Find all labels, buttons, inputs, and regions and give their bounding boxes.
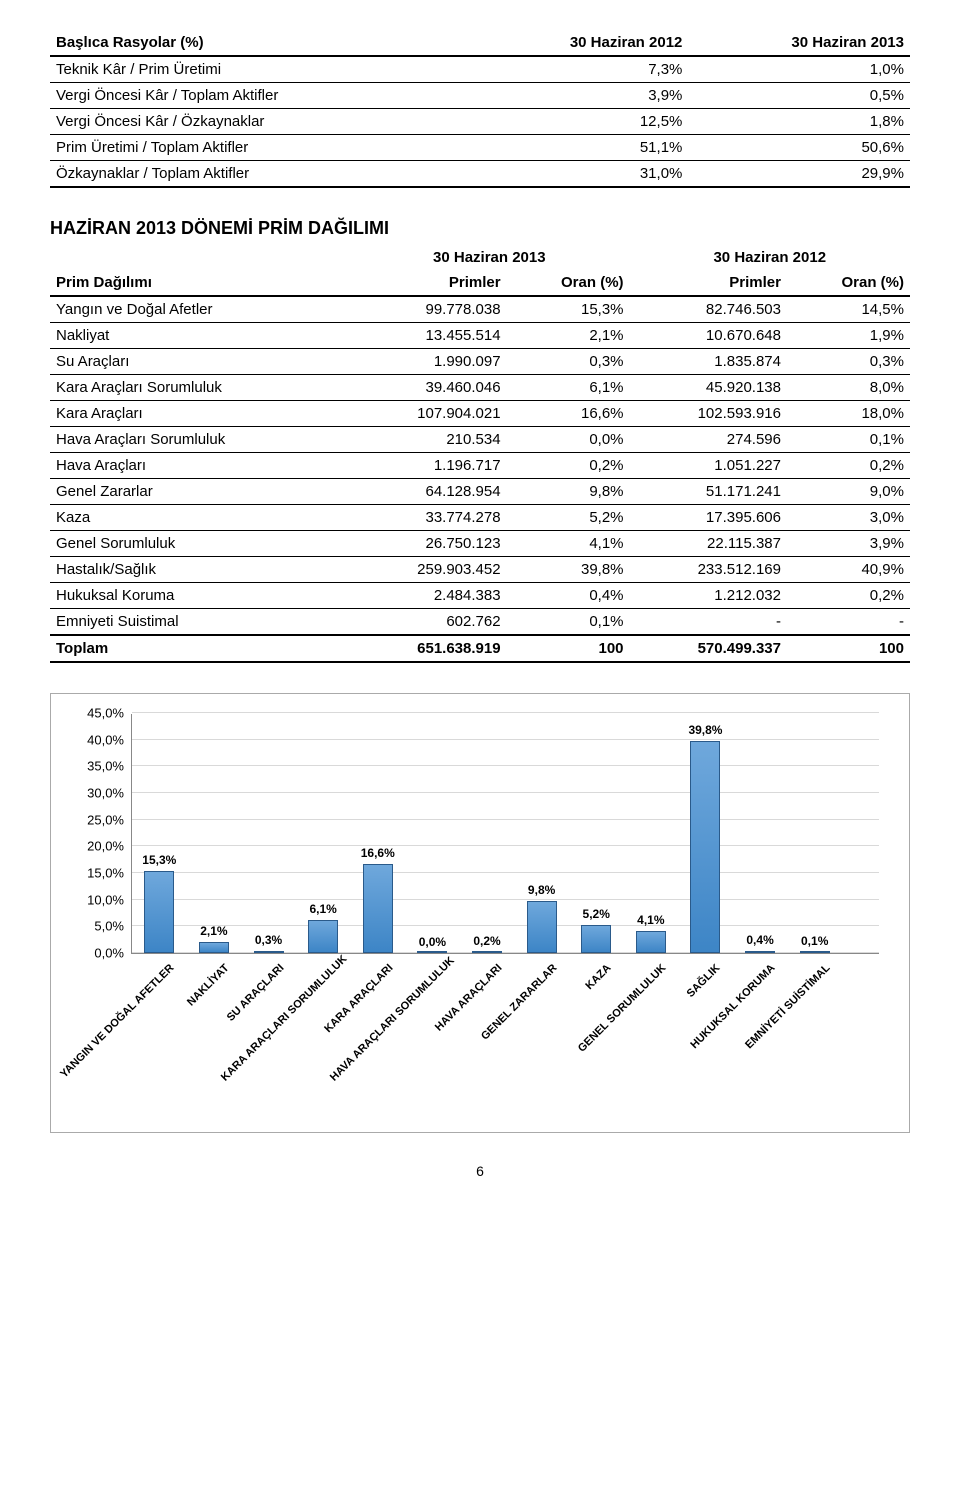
- x-axis-label: GENEL ZARARLAR: [437, 962, 559, 1084]
- gridline: [132, 845, 879, 846]
- bar-value-label: 39,8%: [688, 723, 722, 737]
- chart-bar: [690, 741, 720, 953]
- table-row: Teknik Kâr / Prim Üretimi7,3%1,0%: [50, 56, 910, 83]
- gridline: [132, 899, 879, 900]
- bar-value-label: 6,1%: [309, 902, 336, 916]
- ratios-header: Başlıca Rasyolar (%): [50, 30, 467, 56]
- prim-header: Primler: [630, 270, 787, 296]
- chart-bar: [636, 931, 666, 953]
- table-row: Kara Araçları Sorumluluk39.460.0466,1%45…: [50, 375, 910, 401]
- page-number: 6: [50, 1163, 910, 1179]
- chart-bar: [199, 942, 229, 953]
- prim-dagilimi-table: 30 Haziran 201330 Haziran 2012 Prim Dağı…: [50, 245, 910, 663]
- y-axis-label: 5,0%: [72, 919, 124, 934]
- section-title: HAZİRAN 2013 DÖNEMİ PRİM DAĞILIMI: [50, 218, 910, 239]
- bar-value-label: 15,3%: [142, 853, 176, 867]
- ratios-table: Başlıca Rasyolar (%)30 Haziran 201230 Ha…: [50, 30, 910, 188]
- prim-header: Prim Dağılımı: [50, 270, 349, 296]
- bar-value-label: 0,0%: [419, 935, 446, 949]
- x-axis-label: KARA ARAÇLARI: [274, 962, 396, 1084]
- gridline: [132, 765, 879, 766]
- table-row: Hava Araçları1.196.7170,2%1.051.2270,2%: [50, 453, 910, 479]
- gridline: [132, 712, 879, 713]
- table-row: Hastalık/Sağlık259.903.45239,8%233.512.1…: [50, 557, 910, 583]
- bar-value-label: 0,2%: [473, 934, 500, 948]
- table-row: Kara Araçları107.904.02116,6%102.593.916…: [50, 401, 910, 427]
- bar-value-label: 2,1%: [200, 924, 227, 938]
- table-row: Özkaynaklar / Toplam Aktifler31,0%29,9%: [50, 161, 910, 188]
- bar-value-label: 5,2%: [583, 907, 610, 921]
- bar-value-label: 0,4%: [746, 933, 773, 947]
- x-axis-label: YANGIN VE DOĞAL AFETLER: [55, 962, 177, 1084]
- ratios-header: 30 Haziran 2012: [467, 30, 689, 56]
- table-row: Emniyeti Suistimal602.7620,1%--: [50, 609, 910, 636]
- y-axis-label: 0,0%: [72, 946, 124, 961]
- x-axis-label: SU ARAÇLARI: [164, 962, 286, 1084]
- table-row: Genel Zararlar64.128.9549,8%51.171.2419,…: [50, 479, 910, 505]
- y-axis-label: 25,0%: [72, 812, 124, 827]
- chart-bar: [417, 951, 447, 953]
- y-axis-label: 45,0%: [72, 706, 124, 721]
- bar-value-label: 0,1%: [801, 934, 828, 948]
- bar-value-label: 4,1%: [637, 913, 664, 927]
- chart-bar: [472, 951, 502, 953]
- bar-value-label: 0,3%: [255, 933, 282, 947]
- x-axis-label: GENEL SORUMLULUK: [547, 962, 669, 1084]
- prim-header: Oran (%): [507, 270, 630, 296]
- table-row: Vergi Öncesi Kâr / Özkaynaklar12,5%1,8%: [50, 109, 910, 135]
- x-axis-label: NAKLİYAT: [110, 962, 232, 1084]
- chart-bar: [745, 951, 775, 953]
- x-axis-label: HUKUKSAL KORUMA: [656, 962, 778, 1084]
- y-axis-label: 15,0%: [72, 866, 124, 881]
- x-axis-label: SAĞLIK: [601, 962, 723, 1084]
- x-axis-label: HAVA ARAÇLARI SORUMLULUK: [328, 962, 450, 1084]
- x-axis-label: EMNİYETİ SUİSTİMAL: [711, 962, 833, 1084]
- table-row: Hukuksal Koruma2.484.3830,4%1.212.0320,2…: [50, 583, 910, 609]
- table-row: Genel Sorumluluk26.750.1234,1%22.115.387…: [50, 531, 910, 557]
- x-axis-label: KAZA: [492, 962, 614, 1084]
- chart-bar: [254, 951, 284, 953]
- ratios-header: 30 Haziran 2013: [688, 30, 910, 56]
- table-row: Vergi Öncesi Kâr / Toplam Aktifler3,9%0,…: [50, 83, 910, 109]
- y-axis-label: 20,0%: [72, 839, 124, 854]
- chart-bar: [527, 901, 557, 953]
- bar-value-label: 9,8%: [528, 883, 555, 897]
- table-row: Prim Üretimi / Toplam Aktifler51,1%50,6%: [50, 135, 910, 161]
- prim-dagilimi-chart: 0,0% 5,0% 10,0% 15,0% 20,0% 25,0% 30,0% 35,0% 40…: [50, 693, 910, 1133]
- prim-super-header: 30 Haziran 2012: [630, 245, 910, 270]
- bar-value-label: 16,6%: [361, 846, 395, 860]
- prim-super-header: [50, 245, 349, 270]
- y-axis-label: 30,0%: [72, 786, 124, 801]
- table-row: Su Araçları1.990.0970,3%1.835.8740,3%: [50, 349, 910, 375]
- chart-bar: [308, 920, 338, 953]
- x-axis-label: KARA ARAÇLARI SORUMLULUK: [219, 962, 341, 1084]
- prim-header: Oran (%): [787, 270, 910, 296]
- chart-bar: [800, 951, 830, 953]
- table-row: Kaza33.774.2785,2%17.395.6063,0%: [50, 505, 910, 531]
- x-axis-label: HAVA ARAÇLARI: [383, 962, 505, 1084]
- y-axis-label: 35,0%: [72, 759, 124, 774]
- table-row-total: Toplam651.638.919100570.499.337100: [50, 635, 910, 662]
- chart-bar: [581, 925, 611, 953]
- prim-super-header: 30 Haziran 2013: [349, 245, 629, 270]
- gridline: [132, 925, 879, 926]
- chart-bar: [363, 864, 393, 953]
- prim-header: Primler: [349, 270, 506, 296]
- table-row: Yangın ve Doğal Afetler99.778.03815,3%82…: [50, 296, 910, 323]
- y-axis-label: 40,0%: [72, 732, 124, 747]
- gridline: [132, 819, 879, 820]
- table-row: Nakliyat13.455.5142,1%10.670.6481,9%: [50, 323, 910, 349]
- gridline: [132, 792, 879, 793]
- chart-bar: [144, 871, 174, 953]
- y-axis-label: 10,0%: [72, 892, 124, 907]
- table-row: Hava Araçları Sorumluluk210.5340,0%274.5…: [50, 427, 910, 453]
- gridline: [132, 872, 879, 873]
- gridline: [132, 739, 879, 740]
